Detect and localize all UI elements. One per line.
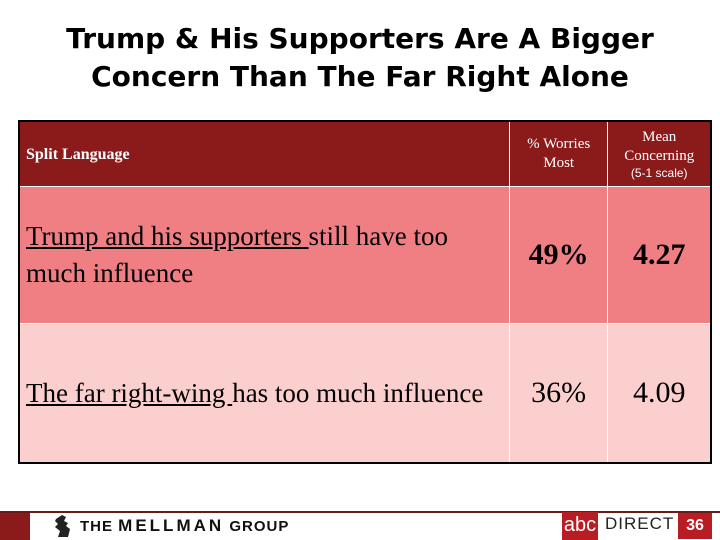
- mellman-group-logo: THE MELLMAN GROUP: [52, 512, 289, 540]
- mean-scale: (5-1 scale): [630, 166, 688, 180]
- row-rest-text: has too much influence: [232, 377, 484, 408]
- table-row: Trump and his supporters still have too …: [18, 186, 712, 324]
- worries-most-line1: % Worries: [527, 136, 591, 152]
- row-mean-value: 4.27: [632, 238, 686, 271]
- page-number: 36: [678, 513, 712, 539]
- footer-divider: [0, 511, 720, 513]
- table-header-row: Split Language % Worries Most Mean Conce…: [18, 120, 712, 187]
- row-pct-value: 36%: [531, 376, 587, 409]
- row-underlined-text: Trump and his supporters: [26, 221, 309, 251]
- row-rest-text: still have too much influence: [26, 221, 448, 288]
- title-line-1: Trump & His Supporters Are A Bigger: [66, 22, 654, 55]
- logo-mellman: MELLMAN: [118, 516, 225, 535]
- mean-line2: Concerning: [624, 148, 695, 164]
- direct-logo-text: DIRECT: [605, 514, 675, 533]
- row-text: The far right-wing has too much influenc…: [26, 375, 509, 412]
- split-language-label: Split Language: [26, 146, 130, 163]
- row-text: Trump and his supporters still have too …: [26, 218, 509, 292]
- results-table: Split Language % Worries Most Mean Conce…: [18, 120, 712, 464]
- title-line-2: Concern Than The Far Right Alone: [91, 60, 629, 93]
- header-mean-concerning: Mean Concerning (5-1 scale): [607, 120, 712, 187]
- mellman-wordmark: THE MELLMAN GROUP: [80, 516, 289, 536]
- row-pct-cell: 49%: [508, 186, 609, 324]
- header-split-language: Split Language: [18, 120, 510, 187]
- abc-logo: abc: [562, 512, 598, 540]
- slide-title: Trump & His Supporters Are A Bigger Conc…: [0, 20, 720, 96]
- footer-accent-block: [0, 513, 30, 540]
- header-worries-most: % Worries Most: [508, 120, 609, 187]
- worries-most-line2: Most: [543, 155, 575, 171]
- row-underlined-text: The far right-wing: [26, 377, 233, 408]
- mean-line1: Mean: [642, 129, 677, 145]
- row-mean-cell: 4.27: [607, 186, 712, 324]
- row-label: Trump and his supporters still have too …: [18, 186, 510, 324]
- row-pct-cell: 36%: [508, 323, 609, 464]
- mellman-emblem-icon: [55, 515, 70, 537]
- logo-group: GROUP: [229, 518, 290, 535]
- logo-the: THE: [80, 518, 113, 535]
- table-row: The far right-wing has too much influenc…: [18, 323, 712, 464]
- row-mean-cell: 4.09: [607, 323, 712, 464]
- row-mean-value: 4.09: [632, 376, 686, 409]
- row-label: The far right-wing has too much influenc…: [18, 323, 510, 464]
- row-pct-value: 49%: [528, 238, 589, 271]
